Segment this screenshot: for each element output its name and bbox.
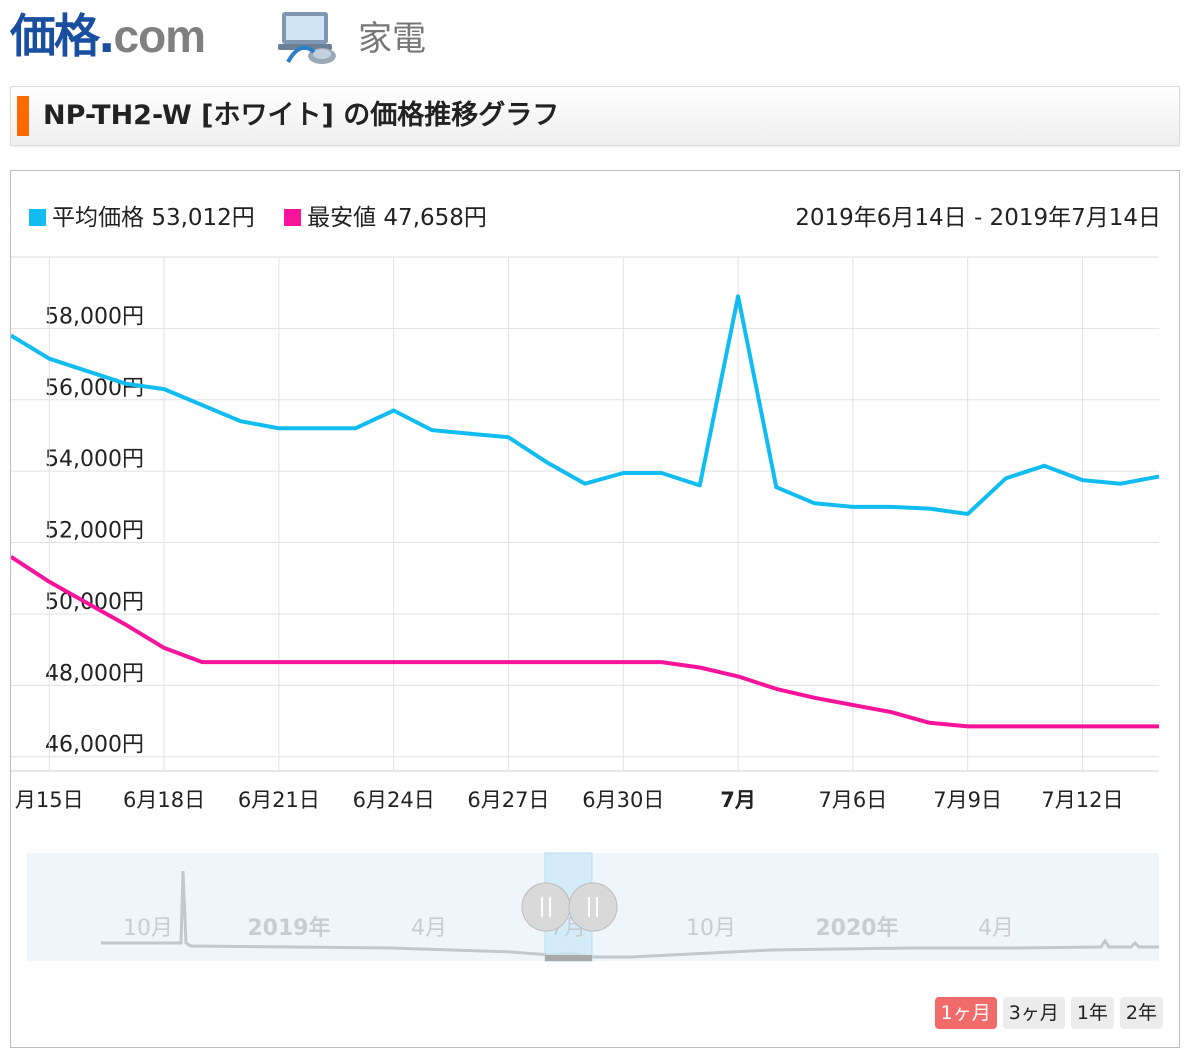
drag-handle-icon xyxy=(588,897,598,917)
period-button[interactable]: 3ヶ月 xyxy=(1002,997,1065,1029)
navigator-label: 10月 xyxy=(123,916,173,941)
price-chart-panel: 平均価格 53,012円 最安値 47,658円 2019年6月14日 - 20… xyxy=(10,170,1180,1048)
y-tick-label: 50,000円 xyxy=(45,590,144,615)
legend-lowest-value: 47,658円 xyxy=(383,205,487,231)
y-tick-label: 58,000円 xyxy=(45,304,144,329)
legend-average[interactable]: 平均価格 53,012円 xyxy=(29,201,255,235)
legend-average-value: 53,012円 xyxy=(151,205,255,231)
chart-legend: 平均価格 53,012円 最安値 47,658円 xyxy=(29,201,509,235)
legend-lowest-label: 最安値 xyxy=(307,205,377,231)
range-navigator[interactable]: 10月 2019年 4月 7月 10月 2020年 4月 xyxy=(11,171,1179,1047)
navigator-series-line xyxy=(101,870,1159,959)
x-tick-label: 6月27日 xyxy=(467,788,549,812)
y-tick-label: 56,000円 xyxy=(45,376,144,401)
x-tick-label: 6月21日 xyxy=(238,788,320,812)
x-tick-label: 7月12日 xyxy=(1041,788,1123,812)
legend-lowest[interactable]: 最安値 47,658円 xyxy=(284,201,487,235)
y-tick-label: 52,000円 xyxy=(45,519,144,544)
navigator-range-track xyxy=(545,955,592,961)
legend-average-swatch xyxy=(29,209,46,226)
lowest-price-line[interactable] xyxy=(11,555,1159,729)
navigator-label: 2019年 xyxy=(247,915,330,941)
y-tick-label: 46,000円 xyxy=(45,733,144,758)
title-accent-mark xyxy=(17,96,29,136)
x-tick-label: 6月24日 xyxy=(353,788,435,812)
navigator-label: 10月 xyxy=(686,916,736,941)
site-logo[interactable]: 価格.com 家電 xyxy=(10,6,450,66)
x-tick-label: 7月6日 xyxy=(818,788,887,812)
price-line-chart: 46,000円 48,000円 50,000円 52,000円 54,000円 56,00… xyxy=(11,256,1160,812)
period-button[interactable]: 1年 xyxy=(1070,997,1114,1029)
logo-wordmark: 価格.com xyxy=(10,9,206,63)
legend-lowest-swatch xyxy=(284,209,302,226)
page-title-bar: NP-TH2-W [ホワイト] の価格推移グラフ xyxy=(10,86,1180,146)
average-price-line[interactable] xyxy=(11,294,1160,516)
page-title: NP-TH2-W [ホワイト] の価格推移グラフ xyxy=(43,100,560,131)
y-tick-label: 48,000円 xyxy=(45,661,144,686)
laptop-vacuum-icon xyxy=(278,12,336,64)
x-tick-label: 7月 xyxy=(720,788,756,812)
navigator-left-handle[interactable] xyxy=(521,882,571,932)
navigator-label: 2020年 xyxy=(815,915,898,941)
x-tick-label: 6月18日 xyxy=(123,788,205,812)
x-tick-label: 月15日 xyxy=(15,788,84,812)
date-range: 2019年6月14日 - 2019年7月14日 xyxy=(795,205,1161,231)
x-tick-label: 6月30日 xyxy=(582,788,664,812)
navigator-right-handle[interactable] xyxy=(568,882,618,932)
y-tick-label: 54,000円 xyxy=(45,447,144,472)
legend-average-label: 平均価格 xyxy=(52,205,144,231)
period-selector: 1ヶ月 3ヶ月 1年 2年 xyxy=(929,997,1163,1029)
x-tick-label: 7月9日 xyxy=(933,788,1002,812)
category-label[interactable]: 家電 xyxy=(358,19,426,59)
period-button[interactable]: 1ヶ月 xyxy=(934,997,997,1029)
navigator-label: 4月 xyxy=(978,916,1014,941)
navigator-label: 4月 xyxy=(411,916,447,941)
drag-handle-icon xyxy=(541,897,551,917)
period-button[interactable]: 2年 xyxy=(1119,997,1163,1029)
